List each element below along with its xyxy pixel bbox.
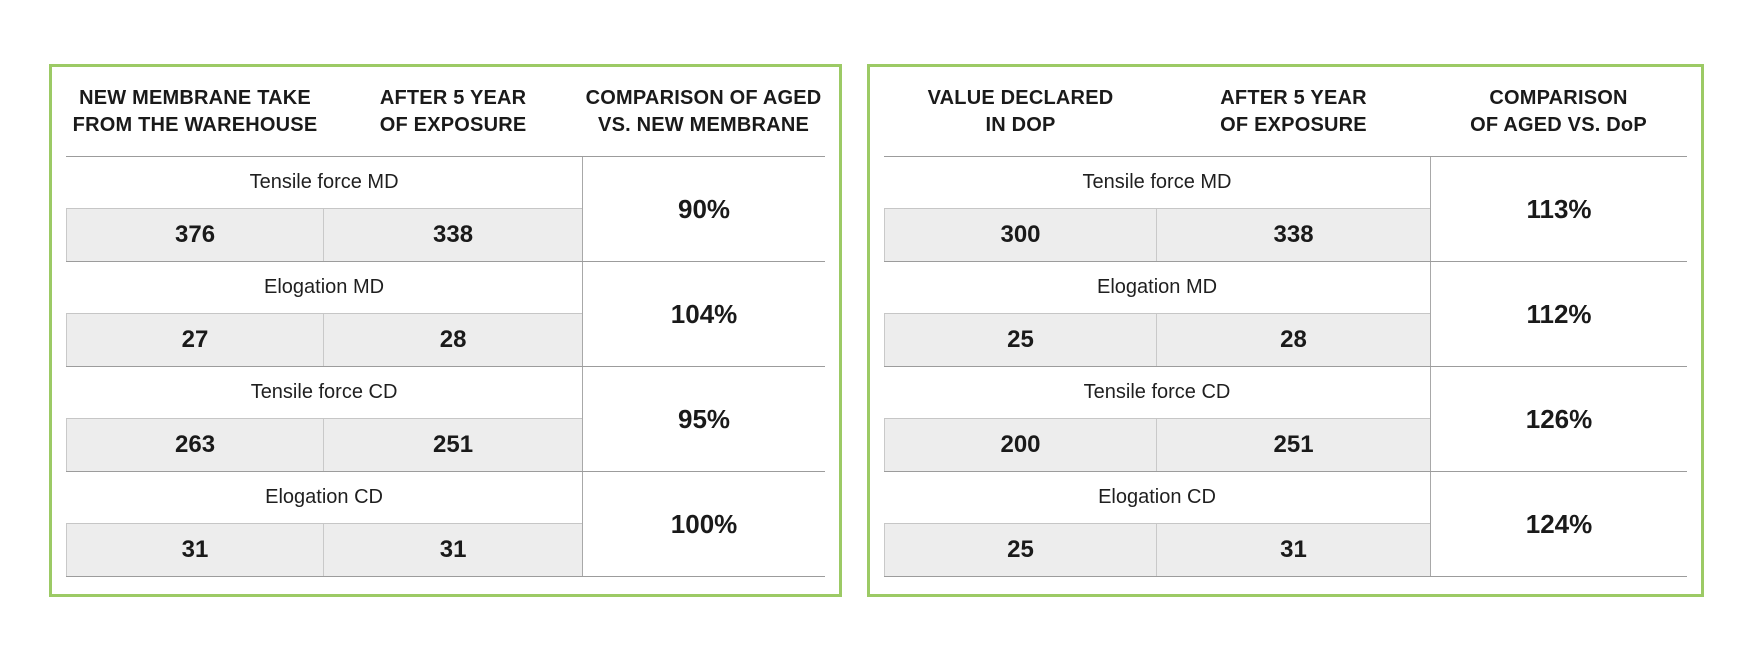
- value-row: 263 251: [66, 419, 583, 471]
- value-row: 25 28: [884, 314, 1431, 366]
- metric-label: Elogation MD: [884, 262, 1431, 314]
- metric-label: Elogation MD: [66, 262, 583, 314]
- comparison-cell: 95%: [582, 367, 825, 471]
- row-group-tensile-md: Tensile force MD 376 338 90%: [66, 157, 825, 262]
- value-cell-aged: 31: [1157, 524, 1431, 576]
- comparison-cell: 124%: [1430, 472, 1687, 576]
- value-cell-aged: 28: [1157, 314, 1431, 366]
- metric-label: Tensile force MD: [884, 157, 1431, 209]
- row-group-values: Elogation CD 25 31: [884, 472, 1431, 576]
- row-group-tensile-cd: Tensile force CD 200 251 126%: [884, 367, 1687, 472]
- header-after-5-year: AFTER 5 YEAR OF EXPOSURE: [1220, 86, 1367, 136]
- dop-declared-comparison-table: VALUE DECLARED IN DOP AFTER 5 YEAR OF EX…: [867, 64, 1704, 597]
- row-group-values: Tensile force MD 300 338: [884, 157, 1431, 261]
- value-cell-new: 31: [66, 524, 325, 576]
- metric-label: Tensile force CD: [66, 367, 583, 419]
- value-cell-aged: 338: [324, 209, 583, 261]
- value-cell-new: 263: [66, 419, 325, 471]
- row-group-values: Tensile force CD 200 251: [884, 367, 1431, 471]
- row-group-values: Tensile force MD 376 338: [66, 157, 583, 261]
- value-row: 27 28: [66, 314, 583, 366]
- comparison-cell: 113%: [1430, 157, 1687, 261]
- header-new-membrane: NEW MEMBRANE TAKE FROM THE WAREHOUSE: [72, 86, 318, 136]
- metric-label: Elogation CD: [884, 472, 1431, 524]
- table-body: NEW MEMBRANE TAKE FROM THE WAREHOUSE AFT…: [66, 67, 825, 580]
- value-cell-aged: 28: [324, 314, 583, 366]
- row-group-elogation-md: Elogation MD 27 28 104%: [66, 262, 825, 367]
- row-group-values: Tensile force CD 263 251: [66, 367, 583, 471]
- comparison-cell: 100%: [582, 472, 825, 576]
- comparison-cell: 126%: [1430, 367, 1687, 471]
- header-comparison: COMPARISON OF AGED VS. NEW MEMBRANE: [585, 86, 822, 136]
- row-group-tensile-md: Tensile force MD 300 338 113%: [884, 157, 1687, 262]
- header-value-declared-dop: VALUE DECLARED IN DOP: [927, 86, 1114, 136]
- row-group-elogation-cd: Elogation CD 31 31 100%: [66, 472, 825, 577]
- value-cell-declared: 200: [884, 419, 1158, 471]
- value-cell-aged: 251: [324, 419, 583, 471]
- comparison-cell: 90%: [582, 157, 825, 261]
- row-group-values: Elogation CD 31 31: [66, 472, 583, 576]
- value-cell-declared: 300: [884, 209, 1158, 261]
- comparison-cell: 112%: [1430, 262, 1687, 366]
- header-comparison: COMPARISON OF AGED VS. DoP: [1470, 86, 1647, 136]
- table-header-row: NEW MEMBRANE TAKE FROM THE WAREHOUSE AFT…: [66, 67, 825, 157]
- value-cell-aged: 338: [1157, 209, 1431, 261]
- row-group-values: Elogation MD 25 28: [884, 262, 1431, 366]
- membrane-warehouse-comparison-table: NEW MEMBRANE TAKE FROM THE WAREHOUSE AFT…: [49, 64, 842, 597]
- value-cell-declared: 25: [884, 524, 1158, 576]
- value-cell-declared: 25: [884, 314, 1158, 366]
- header-after-5-year: AFTER 5 YEAR OF EXPOSURE: [379, 86, 527, 136]
- metric-label: Tensile force MD: [66, 157, 583, 209]
- row-group-elogation-md: Elogation MD 25 28 112%: [884, 262, 1687, 367]
- metric-label: Elogation CD: [66, 472, 583, 524]
- comparison-cell: 104%: [582, 262, 825, 366]
- metric-label: Tensile force CD: [884, 367, 1431, 419]
- table-body: VALUE DECLARED IN DOP AFTER 5 YEAR OF EX…: [884, 67, 1687, 580]
- value-cell-aged: 31: [324, 524, 583, 576]
- value-cell-aged: 251: [1157, 419, 1431, 471]
- row-group-values: Elogation MD 27 28: [66, 262, 583, 366]
- value-row: 200 251: [884, 419, 1431, 471]
- row-group-tensile-cd: Tensile force CD 263 251 95%: [66, 367, 825, 472]
- row-group-elogation-cd: Elogation CD 25 31 124%: [884, 472, 1687, 577]
- value-row: 25 31: [884, 524, 1431, 576]
- value-cell-new: 27: [66, 314, 325, 366]
- table-header-row: VALUE DECLARED IN DOP AFTER 5 YEAR OF EX…: [884, 67, 1687, 157]
- value-row: 376 338: [66, 209, 583, 261]
- value-row: 300 338: [884, 209, 1431, 261]
- value-cell-new: 376: [66, 209, 325, 261]
- value-row: 31 31: [66, 524, 583, 576]
